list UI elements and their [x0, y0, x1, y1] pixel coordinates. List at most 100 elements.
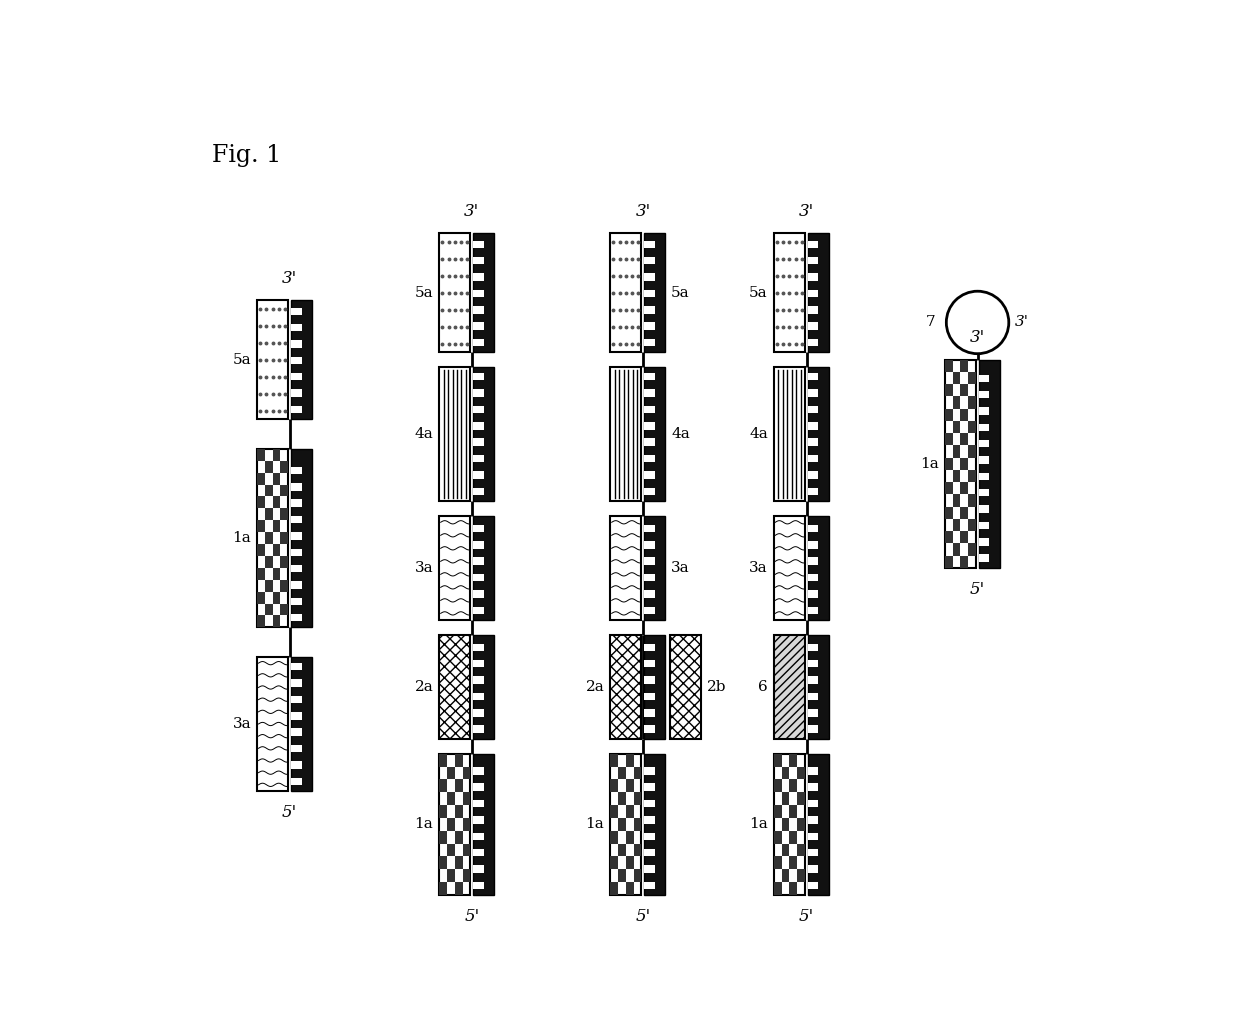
Text: 4a: 4a [671, 427, 689, 441]
Bar [463, 792, 470, 805]
Bar [610, 805, 618, 818]
Bar [474, 339, 484, 346]
Bar [273, 615, 280, 628]
Bar [797, 844, 805, 857]
Bar [634, 818, 641, 830]
Bar [463, 869, 470, 882]
Bar [808, 849, 818, 857]
Bar [474, 635, 495, 739]
Bar [626, 780, 634, 792]
Bar [291, 613, 301, 622]
Bar [961, 457, 968, 469]
Bar [474, 373, 484, 380]
Bar [952, 372, 961, 384]
Bar [291, 307, 301, 315]
Bar [291, 728, 301, 736]
Bar [808, 488, 818, 495]
Bar [280, 580, 288, 591]
Bar [455, 857, 463, 869]
Bar [257, 657, 288, 791]
Bar [291, 657, 312, 791]
Bar [291, 341, 301, 348]
Bar [455, 882, 463, 895]
Bar [808, 240, 818, 248]
Bar [968, 421, 976, 433]
Bar [808, 832, 818, 840]
Bar [446, 767, 455, 780]
Bar [474, 709, 484, 717]
Bar [980, 555, 990, 562]
Bar [291, 532, 301, 539]
Bar [291, 406, 301, 413]
Bar [273, 497, 280, 508]
Bar [291, 549, 301, 556]
Bar [808, 693, 818, 701]
Bar [474, 455, 484, 462]
Bar [610, 780, 618, 792]
Bar [808, 274, 818, 281]
Bar [808, 406, 818, 413]
Bar [291, 762, 301, 769]
Bar [474, 693, 484, 701]
Bar [790, 857, 797, 869]
Text: 5a: 5a [232, 353, 250, 367]
Bar [474, 832, 484, 840]
Bar [610, 516, 641, 620]
Bar [968, 469, 976, 482]
Bar [626, 882, 634, 895]
Bar [961, 360, 968, 372]
Bar [968, 519, 976, 531]
Bar [610, 857, 618, 869]
Bar [474, 660, 484, 667]
Bar [291, 663, 301, 670]
Text: 5': 5' [283, 804, 298, 821]
Bar [474, 574, 484, 581]
Bar [634, 869, 641, 882]
Bar [610, 753, 641, 895]
Bar [645, 881, 655, 889]
Bar [291, 581, 301, 589]
Bar [634, 844, 641, 857]
Bar [273, 520, 280, 532]
Text: 1a: 1a [920, 456, 939, 470]
Bar [610, 233, 641, 352]
Bar [790, 882, 797, 895]
Text: 3a: 3a [414, 561, 433, 575]
Bar [626, 830, 634, 844]
Bar [945, 360, 952, 372]
Bar [265, 485, 273, 497]
Bar [790, 780, 797, 792]
Bar [474, 881, 484, 889]
Text: 1a: 1a [232, 531, 250, 546]
Text: 2a: 2a [414, 679, 433, 694]
Bar [980, 538, 990, 546]
Bar [265, 556, 273, 568]
Bar [774, 233, 805, 352]
Text: 3a: 3a [749, 561, 768, 575]
Bar [474, 865, 484, 873]
Bar [645, 422, 655, 430]
Bar [455, 805, 463, 818]
Bar [774, 857, 781, 869]
Bar [790, 753, 797, 767]
Bar [474, 800, 484, 807]
Bar [808, 816, 818, 823]
Bar [265, 603, 273, 615]
Text: 5': 5' [799, 909, 815, 926]
Bar [257, 520, 265, 532]
Bar [439, 882, 446, 895]
Bar [645, 753, 665, 895]
Bar [474, 541, 484, 549]
Text: 5': 5' [970, 581, 986, 598]
Bar [952, 421, 961, 433]
Bar [474, 558, 484, 565]
Bar [291, 466, 301, 475]
Bar [610, 635, 641, 739]
Bar [645, 488, 655, 495]
Bar [474, 784, 484, 791]
Bar [257, 568, 265, 580]
Bar [291, 778, 301, 785]
Bar [463, 844, 470, 857]
Bar [980, 424, 990, 431]
Text: 3': 3' [464, 203, 480, 220]
